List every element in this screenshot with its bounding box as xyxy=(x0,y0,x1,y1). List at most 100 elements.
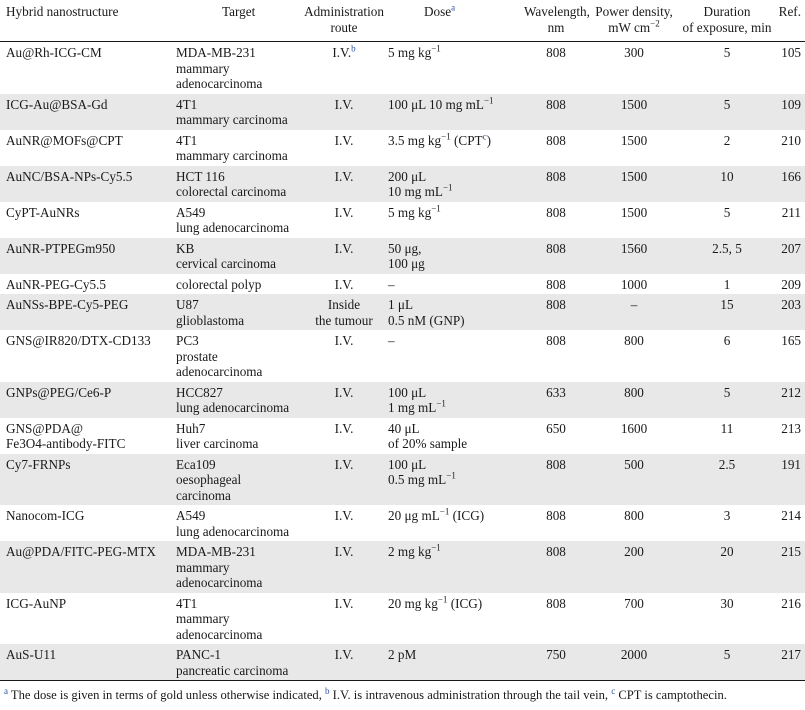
cell-administration-route: I.V. xyxy=(334,132,354,148)
table-row: AuNR-PEG-Cy5.5 colorectal polyp I.V. – 808 10… xyxy=(0,274,805,295)
cell-target: HCC827 lung adenocarcinoma xyxy=(174,381,302,418)
cell-hybrid-nanostructure: AuS-U11 xyxy=(0,644,174,681)
cell-dose: 200 μL 10 mg mL−1 xyxy=(386,165,522,202)
table-row: AuNC/BSA-NPs-Cy5.5 HCT 116 colorectal carc… xyxy=(0,165,805,202)
cell-hybrid-nanostructure: AuNSs-BPE-Cy5-PEG xyxy=(0,294,174,330)
cell-wavelength: 808 xyxy=(522,541,590,593)
cell-duration: 30 xyxy=(720,595,734,611)
cell-target: U87 glioblastoma xyxy=(174,294,302,330)
cell-duration: 11 xyxy=(720,420,734,436)
cell-wavelength: 808 xyxy=(522,93,590,130)
cell-target: A549 lung adenocarcinoma xyxy=(176,508,290,539)
footnote-b-text: I.V. is intravenous administration throu… xyxy=(329,688,612,702)
cell-wavelength: 808 xyxy=(546,276,566,292)
cell-administration-route: I.V. xyxy=(302,381,386,418)
table-row: ICG-AuNP 4T1 mammary adenocarcinoma I.V. 20 m… xyxy=(0,593,805,645)
footnote-a-text: The dose is given in terms of gold unles… xyxy=(8,688,326,702)
cell-wavelength: 750 xyxy=(522,644,590,681)
table-body: Au@Rh-ICG-CM MDA-MB-231 mammary adenocarcin… xyxy=(0,42,805,681)
footnote-mark-b[interactable]: b xyxy=(351,43,356,54)
header-hybrid-nanostructure: Hybrid nanostructure xyxy=(0,0,174,42)
cell-ref: 207 xyxy=(776,237,805,274)
cell-duration: 10 xyxy=(678,165,776,202)
cell-power-density: 1000 xyxy=(620,276,648,292)
cell-dose: – xyxy=(388,276,395,292)
cell-hybrid-nanostructure: Au@PDA/FITC-PEG-MTX xyxy=(0,541,174,593)
header-administration-route: Administration route xyxy=(302,0,386,42)
cell-hybrid-nanostructure: ICG-AuNP xyxy=(6,595,67,611)
cell-target: MDA-MB-231 mammary adenocarcinoma xyxy=(176,45,263,91)
cell-ref: 211 xyxy=(781,204,801,220)
cell-wavelength: 633 xyxy=(522,381,590,418)
cell-duration: 15 xyxy=(678,294,776,330)
table-row: ICG-Au@BSA-Gd 4T1 mammary carcinoma I.V. 100… xyxy=(0,93,805,130)
cell-duration: 5 xyxy=(723,204,731,220)
table-row: GNS@IR820/DTX-CD133 PC3 prostate adenocarci… xyxy=(0,330,805,382)
cell-ref: 210 xyxy=(781,132,801,148)
cell-dose: 3.5 mg kg−1 (CPTc) xyxy=(388,131,491,148)
cell-administration-route: I.V. xyxy=(302,237,386,274)
cell-power-density: 700 xyxy=(624,595,644,611)
cell-target: KB cervical carcinoma xyxy=(174,237,302,274)
cell-administration-route: I.V. xyxy=(334,333,354,348)
cell-dose: 50 μg, 100 μg xyxy=(386,237,522,274)
cell-wavelength: 808 xyxy=(546,204,566,220)
cell-duration: 2.5 xyxy=(678,453,776,505)
cell-administration-route: I.V. xyxy=(334,204,354,220)
cell-target: Eca109 oesophageal carcinoma xyxy=(174,453,302,505)
cell-duration: 2 xyxy=(723,132,731,148)
cell-power-density: 1500 xyxy=(620,204,648,220)
cell-duration: 5 xyxy=(678,93,776,130)
cell-hybrid-nanostructure: AuNC/BSA-NPs-Cy5.5 xyxy=(0,165,174,202)
cell-ref: 165 xyxy=(781,333,801,348)
cell-hybrid-nanostructure: GNPs@PEG/Ce6-P xyxy=(0,381,174,418)
cell-wavelength: 808 xyxy=(522,453,590,505)
cell-hybrid-nanostructure: ICG-Au@BSA-Gd xyxy=(0,93,174,130)
table-row: AuS-U11 PANC-1 pancreatic carcinoma I.V. 2 p… xyxy=(0,644,805,681)
table-row: Cy7-FRNPs Eca109 oesophageal carcinoma I.V. 1… xyxy=(0,453,805,505)
cell-dose: – xyxy=(388,333,395,348)
cell-administration-route: I.V. xyxy=(334,420,354,436)
cell-administration-route: I.V.b xyxy=(332,43,356,60)
cell-dose: 5 mg kg−1 xyxy=(388,203,441,220)
nanostructure-table: Hybrid nanostructure Target Administrati… xyxy=(0,0,805,681)
cell-ref: 214 xyxy=(781,508,801,523)
cell-power-density: 1500 xyxy=(590,93,678,130)
cell-ref: 215 xyxy=(776,541,805,593)
cell-wavelength: 808 xyxy=(546,45,566,60)
cell-dose: 100 μL 10 mg mL−1 xyxy=(386,93,522,130)
header-dose: Dosea xyxy=(386,0,522,42)
cell-power-density: 2000 xyxy=(590,644,678,681)
cell-administration-route: I.V. xyxy=(302,541,386,593)
cell-dose: 40 μL of 20% sample xyxy=(388,420,468,452)
footnote-c-text: CPT is camptothecin. xyxy=(615,688,727,702)
cell-hybrid-nanostructure: AuNR-PEG-Cy5.5 xyxy=(6,276,107,292)
cell-dose: 1 μL 0.5 nM (GNP) xyxy=(386,294,522,330)
cell-target: colorectal polyp xyxy=(176,276,262,292)
cell-ref: 109 xyxy=(776,93,805,130)
cell-ref: 213 xyxy=(781,420,801,436)
cell-ref: 216 xyxy=(781,595,801,611)
cell-duration: 2.5, 5 xyxy=(678,237,776,274)
header-target: Target xyxy=(174,0,302,42)
cell-target: 4T1 mammary carcinoma xyxy=(176,132,288,164)
table-row: CyPT-AuNRs A549 lung adenocarcinoma I.V. 5 m… xyxy=(0,202,805,238)
footnote-mark-c[interactable]: c xyxy=(482,131,487,142)
cell-hybrid-nanostructure: Cy7-FRNPs xyxy=(0,453,174,505)
cell-duration: 6 xyxy=(723,333,731,348)
cell-hybrid-nanostructure: GNS@IR820/DTX-CD133 xyxy=(6,333,151,348)
cell-ref: 203 xyxy=(776,294,805,330)
cell-power-density: – xyxy=(590,294,678,330)
cell-hybrid-nanostructure: CyPT-AuNRs xyxy=(6,204,80,220)
cell-hybrid-nanostructure: AuNR-PTPEGm950 xyxy=(0,237,174,274)
header-ref: Ref. xyxy=(776,0,805,42)
table-row: AuNSs-BPE-Cy5-PEG U87 glioblastoma Inside th… xyxy=(0,294,805,330)
cell-wavelength: 808 xyxy=(522,237,590,274)
table-row: Au@Rh-ICG-CM MDA-MB-231 mammary adenocarcin… xyxy=(0,42,805,94)
cell-hybrid-nanostructure: AuNR@MOFs@CPT xyxy=(6,132,123,148)
cell-target: A549 lung adenocarcinoma xyxy=(176,204,290,236)
footnote-mark-a[interactable]: a xyxy=(451,2,456,13)
footnotes: a The dose is given in terms of gold unl… xyxy=(4,686,727,703)
cell-administration-route: I.V. xyxy=(302,644,386,681)
